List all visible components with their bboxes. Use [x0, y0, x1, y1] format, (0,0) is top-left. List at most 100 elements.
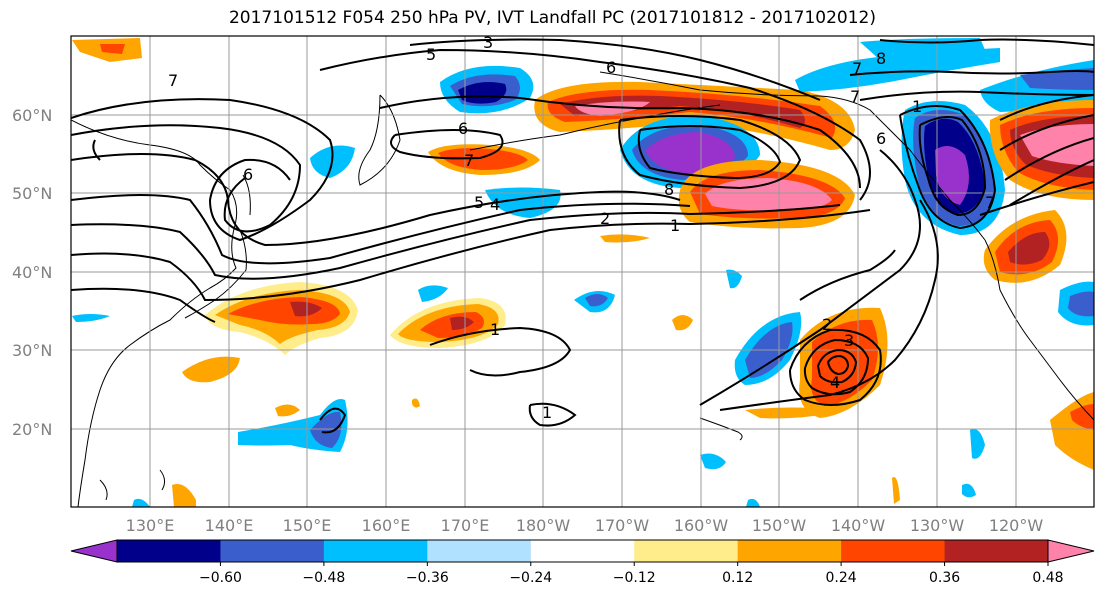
lat-label: 30°N — [12, 341, 52, 360]
coastline-alaska — [599, 71, 986, 241]
coastline-aleutians — [469, 104, 721, 151]
contour-label: 1 — [490, 320, 500, 339]
colorbar-extend-right — [1047, 539, 1095, 563]
lon-label: 130°E — [126, 516, 175, 535]
coastline-kamchatka — [358, 94, 401, 186]
contour-label: 6 — [876, 129, 886, 148]
map-title: 2017101512 F054 250 hPa PV, IVT Landfall… — [228, 8, 876, 28]
contour-line — [1009, 159, 1094, 206]
lat-label: 40°N — [12, 263, 52, 282]
colorbar-segment — [737, 540, 842, 562]
colorbar-tick-label: 0.48 — [1032, 570, 1063, 586]
contour-label: 2 — [822, 315, 832, 334]
fill-positive — [1020, 124, 1094, 166]
contour-line — [719, 199, 939, 411]
contour-line — [429, 326, 572, 377]
contour-line — [826, 354, 850, 376]
fill-positive — [1008, 232, 1050, 265]
contour-label: 4 — [830, 373, 840, 392]
colorbar-tick-label: 0.24 — [826, 570, 857, 586]
fill-positive — [892, 476, 900, 504]
contour-label: 1 — [670, 216, 680, 235]
contour-label: 7 — [985, 193, 995, 212]
lon-label: 180°W — [516, 516, 571, 535]
fill-negative — [458, 82, 507, 104]
colorbar-tick-label: 0.12 — [722, 570, 753, 586]
contour-label: 7 — [168, 71, 178, 90]
lon-label: 170°W — [595, 516, 650, 535]
contour-line — [879, 38, 1094, 46]
contour-line — [999, 94, 1094, 121]
fill-positive — [705, 178, 832, 211]
contour-line — [979, 181, 1094, 216]
colorbar-tick-label: −0.48 — [302, 570, 345, 586]
map-area: 5 3 6 7 6 7 6 8 7 1 6 7 8 5 4 2 1 2 3 4 … — [71, 33, 1094, 507]
fill-positive — [745, 407, 840, 419]
lon-label: 160°W — [674, 516, 729, 535]
fill-positive — [290, 301, 322, 317]
fill-negative — [700, 453, 726, 470]
contour-line — [789, 328, 882, 406]
longitude-labels: 130°E 140°E 150°E 160°E 170°E 180°W 170°… — [126, 516, 1044, 535]
fill-positive — [412, 398, 420, 408]
fill-positive — [172, 484, 196, 507]
fill-negative — [485, 187, 561, 218]
fill-negative — [970, 429, 985, 459]
lon-label: 140°E — [205, 516, 254, 535]
contour-line — [699, 149, 921, 406]
coastline-islands — [99, 469, 166, 501]
contour-line — [859, 90, 1094, 101]
map-frame — [70, 35, 1095, 508]
lon-label: 120°W — [989, 516, 1044, 535]
fill-positive — [182, 356, 240, 383]
contour-label: 1 — [912, 97, 922, 116]
contour-line — [379, 95, 861, 189]
contour-line — [528, 402, 577, 427]
fill-negative — [935, 146, 969, 205]
fill-positive — [275, 404, 300, 417]
contour-line — [849, 70, 1094, 76]
contour-label: 5 — [426, 45, 436, 64]
contour-line — [618, 115, 802, 190]
colorbar-tick-label: 0.36 — [929, 570, 960, 586]
contour-line — [918, 115, 987, 217]
contour-label: 6 — [606, 58, 616, 77]
fill-negative — [132, 498, 150, 507]
colorbar-segment — [427, 540, 532, 562]
fill-negative — [962, 483, 976, 498]
coastline-japan — [184, 229, 247, 319]
colorbar-segment — [944, 540, 1049, 562]
fill-negative — [860, 38, 985, 60]
fill-negative — [645, 132, 735, 174]
pv-contours — [71, 38, 1094, 434]
colorbar-segment — [530, 540, 635, 562]
fill-positive — [450, 316, 474, 330]
colorbar-tick-label: −0.36 — [406, 570, 449, 586]
colorbar-ticks: −0.60 −0.48 −0.36 −0.24 −0.12 0.12 0.24 0.36 0.4… — [199, 562, 1064, 586]
colorbar-segment — [841, 540, 946, 562]
colorbar-segment — [220, 540, 325, 562]
contour-label: 5 — [474, 193, 484, 212]
contour-label: 3 — [844, 331, 854, 350]
lat-label: 60°N — [12, 106, 52, 125]
contour-line — [71, 124, 302, 233]
fill-negative — [1068, 291, 1094, 317]
contour-label: 4 — [490, 195, 500, 214]
contour-line — [71, 153, 681, 247]
fill-negative — [310, 411, 342, 448]
fill-negative — [795, 48, 1000, 92]
contour-label: 7 — [464, 151, 474, 170]
colorbar-segment — [323, 540, 428, 562]
colorbar-extend-left — [70, 539, 118, 563]
contour-line — [71, 209, 871, 302]
coastline-namerica — [984, 239, 1094, 421]
contour-label: 8 — [876, 49, 886, 68]
contour-line — [899, 105, 997, 230]
contour-line — [71, 194, 691, 265]
contour-label: 6 — [458, 119, 468, 138]
contour-label: 7 — [850, 87, 860, 106]
contour-label: 3 — [483, 33, 493, 52]
coastline-hawaii — [699, 417, 743, 441]
colorbar-tick-label: −0.60 — [199, 570, 242, 586]
fill-positive — [438, 148, 528, 170]
